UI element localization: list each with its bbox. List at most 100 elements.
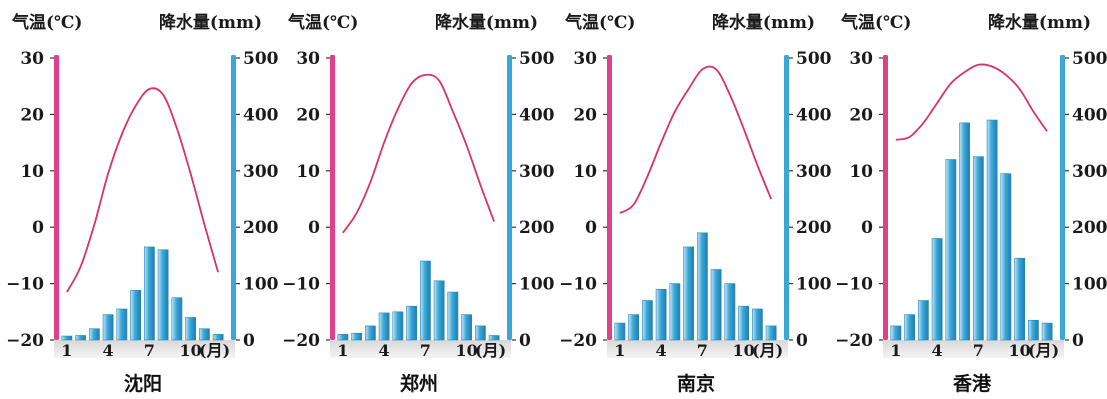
- month-tick-label: 7: [420, 341, 431, 360]
- city-name: 郑州: [400, 373, 438, 395]
- precipitation-bar: [158, 250, 168, 340]
- precipitation-bar: [1001, 174, 1011, 340]
- precipitation-tick-label: 300: [519, 162, 555, 182]
- precipitation-bar: [711, 270, 721, 341]
- precipitation-tick-label: 100: [796, 275, 832, 295]
- temperature-tick-label: −10: [282, 275, 320, 295]
- precipitation-bar: [932, 238, 942, 340]
- temperature-axis: [607, 55, 612, 340]
- month-unit-label: (月): [752, 341, 783, 360]
- temperature-tick-label: 20: [20, 105, 44, 125]
- precipitation-tick-label: 500: [519, 49, 555, 69]
- precipitation-bar: [393, 312, 403, 340]
- month-unit-label: (月): [199, 341, 230, 360]
- precipitation-bar: [987, 120, 997, 340]
- precipitation-bar: [946, 160, 956, 340]
- precipitation-bar: [172, 298, 182, 340]
- precipitation-tick-label: 300: [243, 162, 279, 182]
- temperature-tick-label: −20: [559, 331, 597, 351]
- month-tick-label: 7: [973, 341, 984, 360]
- precipitation-bar: [739, 306, 749, 340]
- temperature-tick-label: 10: [296, 162, 320, 182]
- precipitation-bar: [420, 261, 430, 340]
- precipitation-bar: [407, 306, 417, 340]
- temperature-line: [896, 64, 1047, 139]
- precipitation-axis-title: 降水量(mm): [988, 12, 1091, 33]
- chart-2: 气温(℃) 降水量(mm)3020100−10−20500400300200100…: [282, 12, 555, 395]
- precipitation-bar: [117, 309, 127, 340]
- precipitation-axis: [1060, 55, 1065, 340]
- temperature-tick-label: 20: [573, 105, 597, 125]
- temperature-tick-label: 0: [861, 218, 873, 238]
- temperature-tick-label: 30: [296, 49, 320, 69]
- precipitation-bar: [199, 329, 209, 340]
- temperature-tick-label: 10: [849, 162, 873, 182]
- precipitation-bar: [434, 281, 444, 340]
- precipitation-tick-label: 400: [243, 105, 279, 125]
- month-tick-label: 4: [932, 341, 943, 360]
- precipitation-bar: [918, 301, 928, 340]
- precipitation-bar: [905, 315, 915, 340]
- precipitation-bar: [656, 289, 666, 340]
- temperature-axis: [54, 55, 59, 340]
- precipitation-tick-label: 0: [519, 331, 531, 351]
- month-tick-label: 1: [61, 341, 72, 360]
- temperature-tick-label: −20: [282, 331, 320, 351]
- precipitation-axis-title: 降水量(mm): [712, 12, 815, 33]
- precipitation-bar: [960, 123, 970, 340]
- month-tick-label: 1: [614, 341, 625, 360]
- temperature-tick-label: 30: [849, 49, 873, 69]
- precipitation-tick-label: 500: [1072, 49, 1107, 69]
- temperature-tick-label: 0: [585, 218, 597, 238]
- precipitation-bar: [684, 247, 694, 340]
- precipitation-tick-label: 200: [519, 218, 555, 238]
- month-tick-label: 4: [379, 341, 390, 360]
- precipitation-bar: [338, 334, 348, 340]
- precipitation-bar: [1015, 258, 1025, 340]
- temperature-tick-label: −10: [559, 275, 597, 295]
- precipitation-tick-label: 100: [519, 275, 555, 295]
- chart-1: 气温(℃) 降水量(mm)3020100−10−20500400300200100…: [6, 12, 279, 395]
- temperature-tick-label: 0: [32, 218, 44, 238]
- city-name: 香港: [952, 373, 992, 395]
- precipitation-bar: [448, 292, 458, 340]
- precipitation-bar: [365, 326, 375, 340]
- precipitation-tick-label: 0: [243, 331, 255, 351]
- precipitation-tick-label: 400: [519, 105, 555, 125]
- temperature-axis-title: 气温(℃): [564, 12, 635, 33]
- precipitation-bar: [615, 323, 625, 340]
- precipitation-tick-label: 400: [796, 105, 832, 125]
- temperature-tick-label: −20: [835, 331, 873, 351]
- precipitation-bar: [352, 333, 362, 340]
- month-tick-label: 1: [337, 341, 348, 360]
- precipitation-axis-title: 降水量(mm): [159, 12, 262, 33]
- precipitation-tick-label: 500: [796, 49, 832, 69]
- chart-3: 气温(℃) 降水量(mm)3020100−10−20500400300200100…: [559, 12, 832, 395]
- precipitation-tick-label: 500: [243, 49, 279, 69]
- temperature-tick-label: 0: [308, 218, 320, 238]
- precipitation-bar: [103, 315, 113, 340]
- chart-4: 气温(℃) 降水量(mm)3020100−10−20500400300200100…: [835, 12, 1107, 395]
- precipitation-bar: [766, 326, 776, 340]
- precipitation-tick-label: 300: [796, 162, 832, 182]
- precipitation-tick-label: 200: [1072, 218, 1107, 238]
- precipitation-bar: [697, 233, 707, 340]
- temperature-axis: [330, 55, 335, 340]
- precipitation-tick-label: 0: [796, 331, 808, 351]
- precipitation-bar: [973, 157, 983, 340]
- temperature-tick-label: 30: [573, 49, 597, 69]
- month-tick-label: 7: [144, 341, 155, 360]
- precipitation-bar: [131, 290, 141, 340]
- precipitation-bar: [144, 247, 154, 340]
- temperature-tick-label: 10: [20, 162, 44, 182]
- precipitation-bar: [891, 326, 901, 340]
- precipitation-axis-title: 降水量(mm): [435, 12, 538, 33]
- temperature-tick-label: 30: [20, 49, 44, 69]
- precipitation-tick-label: 100: [1072, 275, 1107, 295]
- temperature-tick-label: 20: [849, 105, 873, 125]
- precipitation-tick-label: 300: [1072, 162, 1107, 182]
- precipitation-bar: [725, 284, 735, 340]
- precipitation-axis: [507, 55, 512, 340]
- precipitation-bar: [1042, 323, 1052, 340]
- precipitation-bar: [89, 329, 99, 340]
